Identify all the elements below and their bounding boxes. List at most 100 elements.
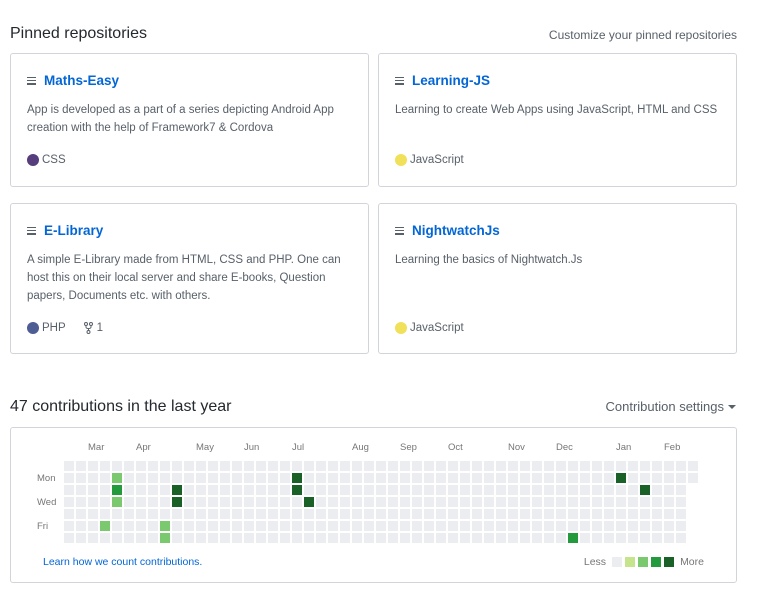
contribution-day-cell[interactable] xyxy=(316,497,326,507)
contribution-day-cell[interactable] xyxy=(400,521,410,531)
contribution-day-cell[interactable] xyxy=(64,521,74,531)
contribution-day-cell[interactable] xyxy=(208,521,218,531)
contribution-day-cell[interactable] xyxy=(232,533,242,543)
contribution-day-cell[interactable] xyxy=(160,485,170,495)
contribution-day-cell[interactable] xyxy=(424,473,434,483)
contribution-day-cell[interactable] xyxy=(376,521,386,531)
contribution-day-cell[interactable] xyxy=(664,497,674,507)
contribution-day-cell[interactable] xyxy=(280,521,290,531)
contribution-day-cell[interactable] xyxy=(232,509,242,519)
contribution-day-cell[interactable] xyxy=(280,473,290,483)
contribution-day-cell[interactable] xyxy=(592,461,602,471)
contribution-day-cell[interactable] xyxy=(652,533,662,543)
contribution-day-cell[interactable] xyxy=(268,473,278,483)
contribution-day-cell[interactable] xyxy=(136,461,146,471)
contribution-day-cell[interactable] xyxy=(100,473,110,483)
contribution-day-cell[interactable] xyxy=(196,461,206,471)
contribution-day-cell[interactable] xyxy=(580,497,590,507)
contribution-day-cell[interactable] xyxy=(292,461,302,471)
contribution-day-cell[interactable] xyxy=(592,533,602,543)
contribution-day-cell[interactable] xyxy=(424,497,434,507)
contribution-day-cell[interactable] xyxy=(88,533,98,543)
contribution-day-cell[interactable] xyxy=(544,509,554,519)
contribution-day-cell[interactable] xyxy=(652,473,662,483)
contribution-day-cell[interactable] xyxy=(112,521,122,531)
contribution-day-cell[interactable] xyxy=(484,509,494,519)
contribution-day-cell[interactable] xyxy=(64,473,74,483)
contribution-day-cell[interactable] xyxy=(76,521,86,531)
contribution-day-cell[interactable] xyxy=(340,497,350,507)
contribution-day-cell[interactable] xyxy=(628,485,638,495)
contribution-day-cell[interactable] xyxy=(184,485,194,495)
contribution-day-cell[interactable] xyxy=(616,521,626,531)
contribution-day-cell[interactable] xyxy=(112,497,122,507)
contribution-day-cell[interactable] xyxy=(484,521,494,531)
contribution-day-cell[interactable] xyxy=(232,497,242,507)
contribution-day-cell[interactable] xyxy=(148,521,158,531)
contribution-day-cell[interactable] xyxy=(556,473,566,483)
contribution-day-cell[interactable] xyxy=(268,485,278,495)
contribution-day-cell[interactable] xyxy=(112,461,122,471)
contribution-day-cell[interactable] xyxy=(460,485,470,495)
contribution-day-cell[interactable] xyxy=(196,497,206,507)
contribution-day-cell[interactable] xyxy=(412,521,422,531)
contribution-day-cell[interactable] xyxy=(160,521,170,531)
contribution-day-cell[interactable] xyxy=(184,461,194,471)
contribution-day-cell[interactable] xyxy=(88,521,98,531)
contribution-day-cell[interactable] xyxy=(388,509,398,519)
contribution-day-cell[interactable] xyxy=(676,509,686,519)
contribution-day-cell[interactable] xyxy=(304,521,314,531)
contribution-day-cell[interactable] xyxy=(76,533,86,543)
contribution-day-cell[interactable] xyxy=(256,473,266,483)
contribution-day-cell[interactable] xyxy=(352,521,362,531)
contribution-day-cell[interactable] xyxy=(544,497,554,507)
contribution-day-cell[interactable] xyxy=(604,485,614,495)
contribution-day-cell[interactable] xyxy=(196,473,206,483)
contribution-day-cell[interactable] xyxy=(388,473,398,483)
contribution-day-cell[interactable] xyxy=(412,485,422,495)
contribution-day-cell[interactable] xyxy=(652,497,662,507)
contribution-day-cell[interactable] xyxy=(88,473,98,483)
learn-contributions-link[interactable]: Learn how we count contributions. xyxy=(43,556,203,568)
contribution-day-cell[interactable] xyxy=(508,509,518,519)
contribution-day-cell[interactable] xyxy=(124,497,134,507)
contribution-day-cell[interactable] xyxy=(124,533,134,543)
contribution-day-cell[interactable] xyxy=(448,533,458,543)
contribution-day-cell[interactable] xyxy=(196,533,206,543)
contribution-day-cell[interactable] xyxy=(652,509,662,519)
contribution-day-cell[interactable] xyxy=(640,533,650,543)
contribution-day-cell[interactable] xyxy=(376,485,386,495)
contribution-day-cell[interactable] xyxy=(448,497,458,507)
contribution-day-cell[interactable] xyxy=(472,509,482,519)
contribution-day-cell[interactable] xyxy=(256,521,266,531)
contribution-day-cell[interactable] xyxy=(532,485,542,495)
contribution-day-cell[interactable] xyxy=(340,473,350,483)
contribution-day-cell[interactable] xyxy=(244,485,254,495)
contribution-day-cell[interactable] xyxy=(100,485,110,495)
contribution-day-cell[interactable] xyxy=(88,485,98,495)
contribution-day-cell[interactable] xyxy=(508,533,518,543)
contribution-day-cell[interactable] xyxy=(580,473,590,483)
contribution-day-cell[interactable] xyxy=(376,533,386,543)
contribution-day-cell[interactable] xyxy=(88,509,98,519)
contribution-day-cell[interactable] xyxy=(388,485,398,495)
contribution-day-cell[interactable] xyxy=(136,485,146,495)
contribution-day-cell[interactable] xyxy=(532,533,542,543)
contribution-day-cell[interactable] xyxy=(556,497,566,507)
contribution-day-cell[interactable] xyxy=(148,497,158,507)
contribution-day-cell[interactable] xyxy=(412,473,422,483)
contribution-day-cell[interactable] xyxy=(64,485,74,495)
contribution-day-cell[interactable] xyxy=(484,485,494,495)
contribution-day-cell[interactable] xyxy=(568,461,578,471)
contribution-day-cell[interactable] xyxy=(604,473,614,483)
contribution-day-cell[interactable] xyxy=(628,473,638,483)
contribution-day-cell[interactable] xyxy=(400,473,410,483)
fork-count-link[interactable]: 1 xyxy=(83,322,103,334)
contribution-day-cell[interactable] xyxy=(568,485,578,495)
contribution-day-cell[interactable] xyxy=(544,461,554,471)
contribution-day-cell[interactable] xyxy=(460,461,470,471)
repo-name-link[interactable]: Learning-JS xyxy=(412,73,491,88)
contribution-day-cell[interactable] xyxy=(628,497,638,507)
contribution-day-cell[interactable] xyxy=(160,533,170,543)
contribution-day-cell[interactable] xyxy=(112,473,122,483)
